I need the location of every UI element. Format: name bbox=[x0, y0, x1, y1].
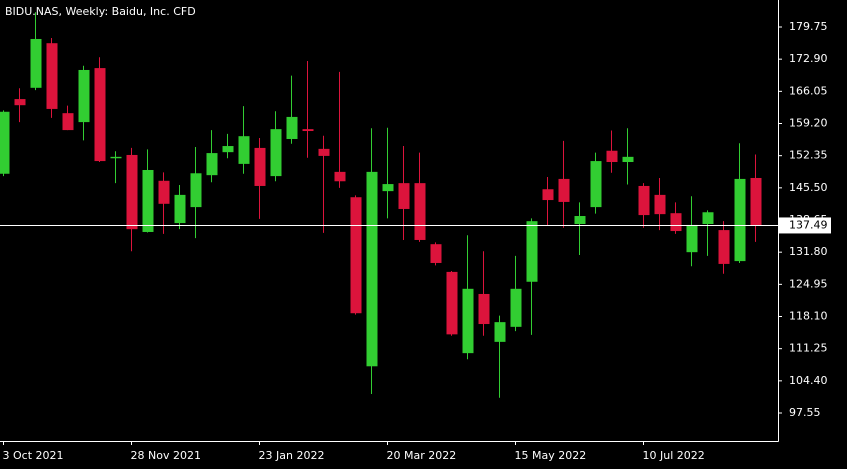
candle-body bbox=[62, 113, 74, 131]
candle-body bbox=[78, 69, 90, 123]
candle-body bbox=[622, 156, 634, 163]
x-tick-label: 28 Nov 2021 bbox=[131, 449, 201, 462]
y-tick-label: 179.75 bbox=[789, 20, 828, 33]
x-tick-label: 3 Oct 2021 bbox=[3, 449, 64, 462]
candle-body bbox=[606, 150, 618, 163]
candle-body bbox=[574, 216, 586, 224]
candle-body bbox=[206, 153, 218, 176]
y-tick-label: 124.95 bbox=[789, 277, 828, 290]
candle-body bbox=[494, 322, 506, 342]
y-tick-label: 97.55 bbox=[789, 406, 821, 419]
candle-body bbox=[654, 194, 666, 215]
y-tick-label: 104.40 bbox=[789, 374, 828, 387]
candle-body bbox=[174, 194, 186, 224]
candle-body bbox=[14, 99, 26, 106]
candle-body bbox=[94, 68, 106, 162]
candle-body bbox=[590, 161, 602, 208]
candle-body bbox=[30, 38, 42, 88]
y-tick-label: 111.25 bbox=[789, 342, 828, 355]
candle-body bbox=[334, 171, 346, 182]
candle-body bbox=[366, 171, 378, 367]
candle-body bbox=[190, 173, 202, 208]
candle-body bbox=[526, 221, 538, 282]
candle-body bbox=[238, 136, 250, 164]
y-tick-label: 131.80 bbox=[789, 245, 828, 258]
candle-body bbox=[478, 293, 490, 325]
candle-body bbox=[382, 184, 394, 192]
y-tick-label: 118.10 bbox=[789, 310, 828, 323]
x-tick-label: 20 Mar 2022 bbox=[387, 449, 457, 462]
candle-body bbox=[686, 224, 698, 253]
x-tick-label: 15 May 2022 bbox=[515, 449, 587, 462]
y-tick-label: 152.35 bbox=[789, 149, 828, 162]
candle-body bbox=[0, 111, 10, 174]
candle-body bbox=[670, 213, 682, 232]
price-label: 137.49 bbox=[789, 218, 828, 231]
candle-body bbox=[702, 212, 714, 224]
candle-body bbox=[126, 154, 138, 230]
candle-body bbox=[414, 183, 426, 240]
y-tick-label: 159.20 bbox=[789, 117, 828, 130]
candle-body bbox=[46, 43, 58, 109]
candle-body bbox=[222, 146, 234, 153]
candle-body bbox=[430, 244, 442, 263]
y-tick-label: 172.90 bbox=[789, 52, 828, 65]
candle-body bbox=[158, 180, 170, 204]
candle-body bbox=[638, 185, 650, 216]
candle-body bbox=[510, 288, 522, 327]
y-tick-label: 145.50 bbox=[789, 181, 828, 194]
candle-body bbox=[446, 271, 458, 335]
price-label-box bbox=[779, 217, 831, 234]
candle-body bbox=[302, 129, 314, 132]
candle-body bbox=[270, 129, 282, 177]
y-tick-label: 166.05 bbox=[789, 84, 828, 97]
candle-body bbox=[542, 189, 554, 201]
candle-body bbox=[462, 288, 474, 354]
candle-body bbox=[734, 178, 746, 262]
x-tick-label: 23 Jan 2022 bbox=[259, 449, 325, 462]
candle-body bbox=[110, 156, 122, 159]
candle-body bbox=[350, 197, 362, 314]
candle-body bbox=[718, 230, 730, 264]
candle-body bbox=[142, 169, 154, 232]
chart-title: BIDU.NAS, Weekly: Baidu, Inc. CFD bbox=[5, 5, 196, 18]
x-tick-label: 10 Jul 2022 bbox=[643, 449, 705, 462]
candle-body bbox=[286, 116, 298, 140]
candle-body bbox=[254, 147, 266, 186]
candle-body bbox=[318, 148, 330, 156]
candle-body bbox=[750, 177, 762, 226]
candle-body bbox=[398, 183, 410, 209]
candle-body bbox=[558, 178, 570, 202]
